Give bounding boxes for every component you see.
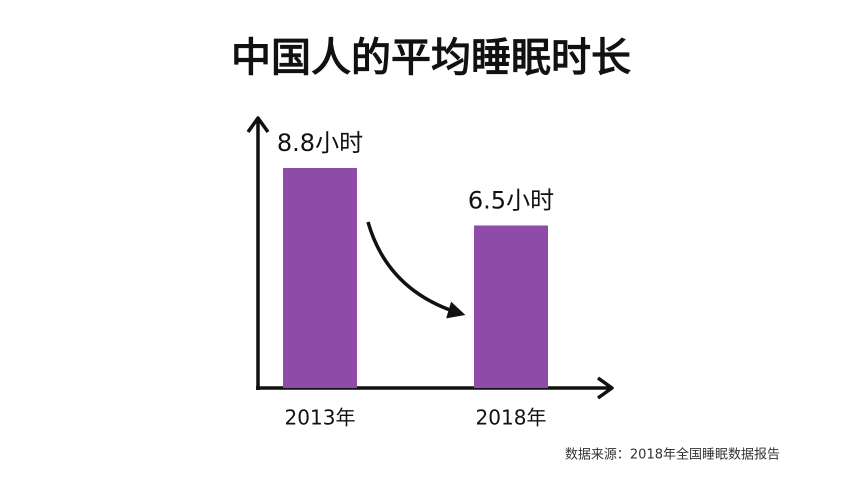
x-tick-label: 2013年 — [285, 406, 356, 430]
x-tick-label: 2018年 — [476, 406, 547, 430]
bar — [283, 168, 357, 388]
y-axis — [246, 116, 270, 390]
value-label: 8.8小时 — [277, 129, 363, 157]
chart-title: 中国人的平均睡眠时长 — [231, 35, 631, 81]
source-note: 数据来源：2018年全国睡眠数据报告 — [565, 447, 780, 463]
bar — [474, 225, 548, 388]
trend-arrow — [366, 221, 466, 319]
value-label: 6.5小时 — [468, 187, 554, 215]
